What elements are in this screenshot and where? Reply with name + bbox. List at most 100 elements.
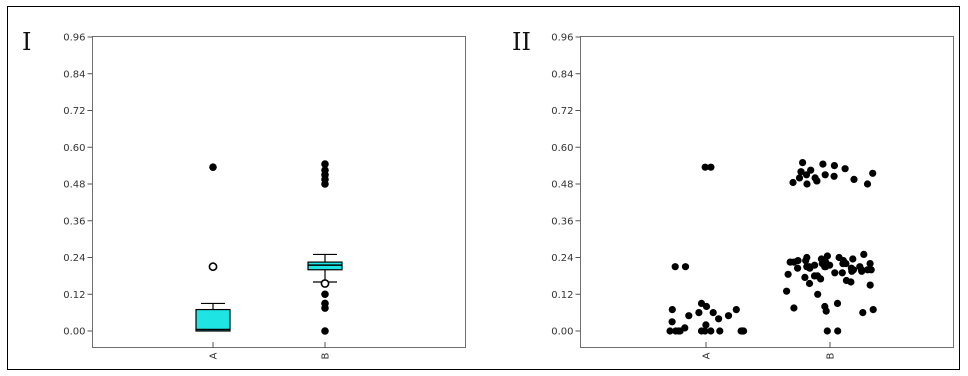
- y-tick-label: 0.96: [63, 33, 85, 44]
- data-point: [838, 269, 846, 277]
- data-point: [786, 258, 794, 266]
- y-tick-label: 0.48: [551, 180, 573, 191]
- data-point: [830, 162, 839, 170]
- extreme-point: [209, 163, 217, 171]
- data-point: [715, 315, 723, 323]
- data-point: [724, 312, 733, 320]
- y-tick-label: 0.00: [63, 327, 85, 338]
- data-point: [707, 327, 715, 335]
- x-category-label-b: B: [321, 352, 332, 359]
- data-point: [732, 306, 740, 314]
- data-point: [850, 175, 858, 183]
- x-category-label-a: A: [209, 352, 220, 359]
- data-point: [864, 266, 872, 274]
- data-point: [681, 263, 690, 271]
- data-point: [863, 180, 872, 188]
- data-point: [671, 263, 679, 271]
- data-point: [702, 321, 710, 329]
- y-tick-label: 0.84: [63, 69, 85, 80]
- data-point: [819, 160, 827, 168]
- data-point: [685, 312, 693, 320]
- panel-1-label: I: [22, 28, 31, 56]
- data-point: [866, 281, 874, 289]
- outlier-point: [320, 279, 330, 288]
- data-point: [830, 172, 838, 180]
- x-category-label-b: B: [826, 352, 837, 359]
- data-point: [848, 267, 856, 275]
- panel-1-box-plot: I 0.96 0.84 0.72 0.60 0.48 0.36 0.24 0.12 0.00 A…: [22, 28, 466, 359]
- data-point: [784, 270, 792, 278]
- data-point: [799, 159, 807, 167]
- extreme-point: [321, 304, 329, 312]
- data-point: [813, 177, 821, 185]
- extreme-point: [321, 290, 329, 299]
- data-point: [822, 307, 830, 315]
- y-tick-label: 0.48: [63, 180, 85, 191]
- panel-2-marks: [666, 159, 877, 335]
- data-point: [707, 163, 715, 171]
- panel-1-marks: [195, 160, 343, 335]
- extreme-point: [321, 327, 329, 335]
- outlier-point: [208, 262, 218, 272]
- data-point: [702, 302, 711, 311]
- panel-1-y-axis: 0.96 0.84 0.72 0.60 0.48 0.36 0.24 0.12 0.00: [63, 33, 93, 338]
- data-point: [716, 327, 724, 335]
- data-point: [860, 250, 868, 258]
- y-tick-label: 0.96: [551, 33, 573, 44]
- data-point: [849, 255, 857, 263]
- data-point: [807, 166, 815, 174]
- extreme-point: [321, 180, 329, 188]
- data-point: [795, 174, 804, 182]
- data-point: [668, 306, 676, 314]
- data-point: [823, 252, 832, 260]
- data-point: [814, 290, 822, 298]
- y-tick-label: 0.24: [551, 253, 573, 264]
- y-tick-label: 0.00: [551, 327, 573, 338]
- points-a: [666, 163, 748, 335]
- y-tick-label: 0.12: [551, 290, 573, 301]
- data-point: [823, 327, 831, 335]
- data-point: [695, 309, 703, 317]
- data-point: [821, 263, 829, 271]
- box-iqr: [195, 308, 231, 332]
- data-point: [834, 327, 842, 335]
- data-point: [666, 327, 674, 335]
- data-point: [803, 180, 811, 188]
- y-tick-label: 0.60: [551, 143, 573, 154]
- x-category-label-a: A: [702, 352, 713, 359]
- y-tick-label: 0.72: [551, 106, 573, 117]
- y-tick-label: 0.84: [551, 69, 573, 80]
- data-point: [869, 306, 877, 314]
- box-a: [195, 163, 231, 332]
- data-point: [869, 169, 877, 177]
- data-point: [866, 260, 874, 268]
- data-point: [833, 299, 842, 307]
- y-tick-label: 0.60: [63, 143, 85, 154]
- data-point: [839, 260, 847, 268]
- panel-1-plot-area: [92, 36, 466, 348]
- data-point: [738, 327, 747, 335]
- data-point: [817, 275, 825, 283]
- data-point: [859, 309, 867, 317]
- data-point: [789, 178, 797, 187]
- data-point: [805, 279, 814, 288]
- data-point: [783, 287, 791, 295]
- panel-2-y-axis: 0.96 0.84 0.72 0.60 0.48 0.36 0.24 0.12 0.00: [551, 33, 581, 338]
- box-iqr: [307, 261, 343, 271]
- data-point: [668, 318, 676, 326]
- y-tick-label: 0.36: [551, 216, 573, 227]
- data-point: [841, 165, 849, 173]
- data-point: [802, 257, 810, 265]
- y-tick-label: 0.12: [63, 290, 85, 301]
- panel-2-label: II: [512, 28, 531, 56]
- panel-2-scatter-plot: II 0.960.840.720.600.480.360.240.120.00 …: [512, 28, 954, 359]
- data-point: [802, 171, 811, 179]
- points-b: [783, 159, 877, 335]
- box-b: [307, 160, 343, 335]
- data-point: [701, 163, 709, 171]
- y-tick-label: 0.36: [63, 216, 85, 227]
- data-point: [831, 269, 839, 277]
